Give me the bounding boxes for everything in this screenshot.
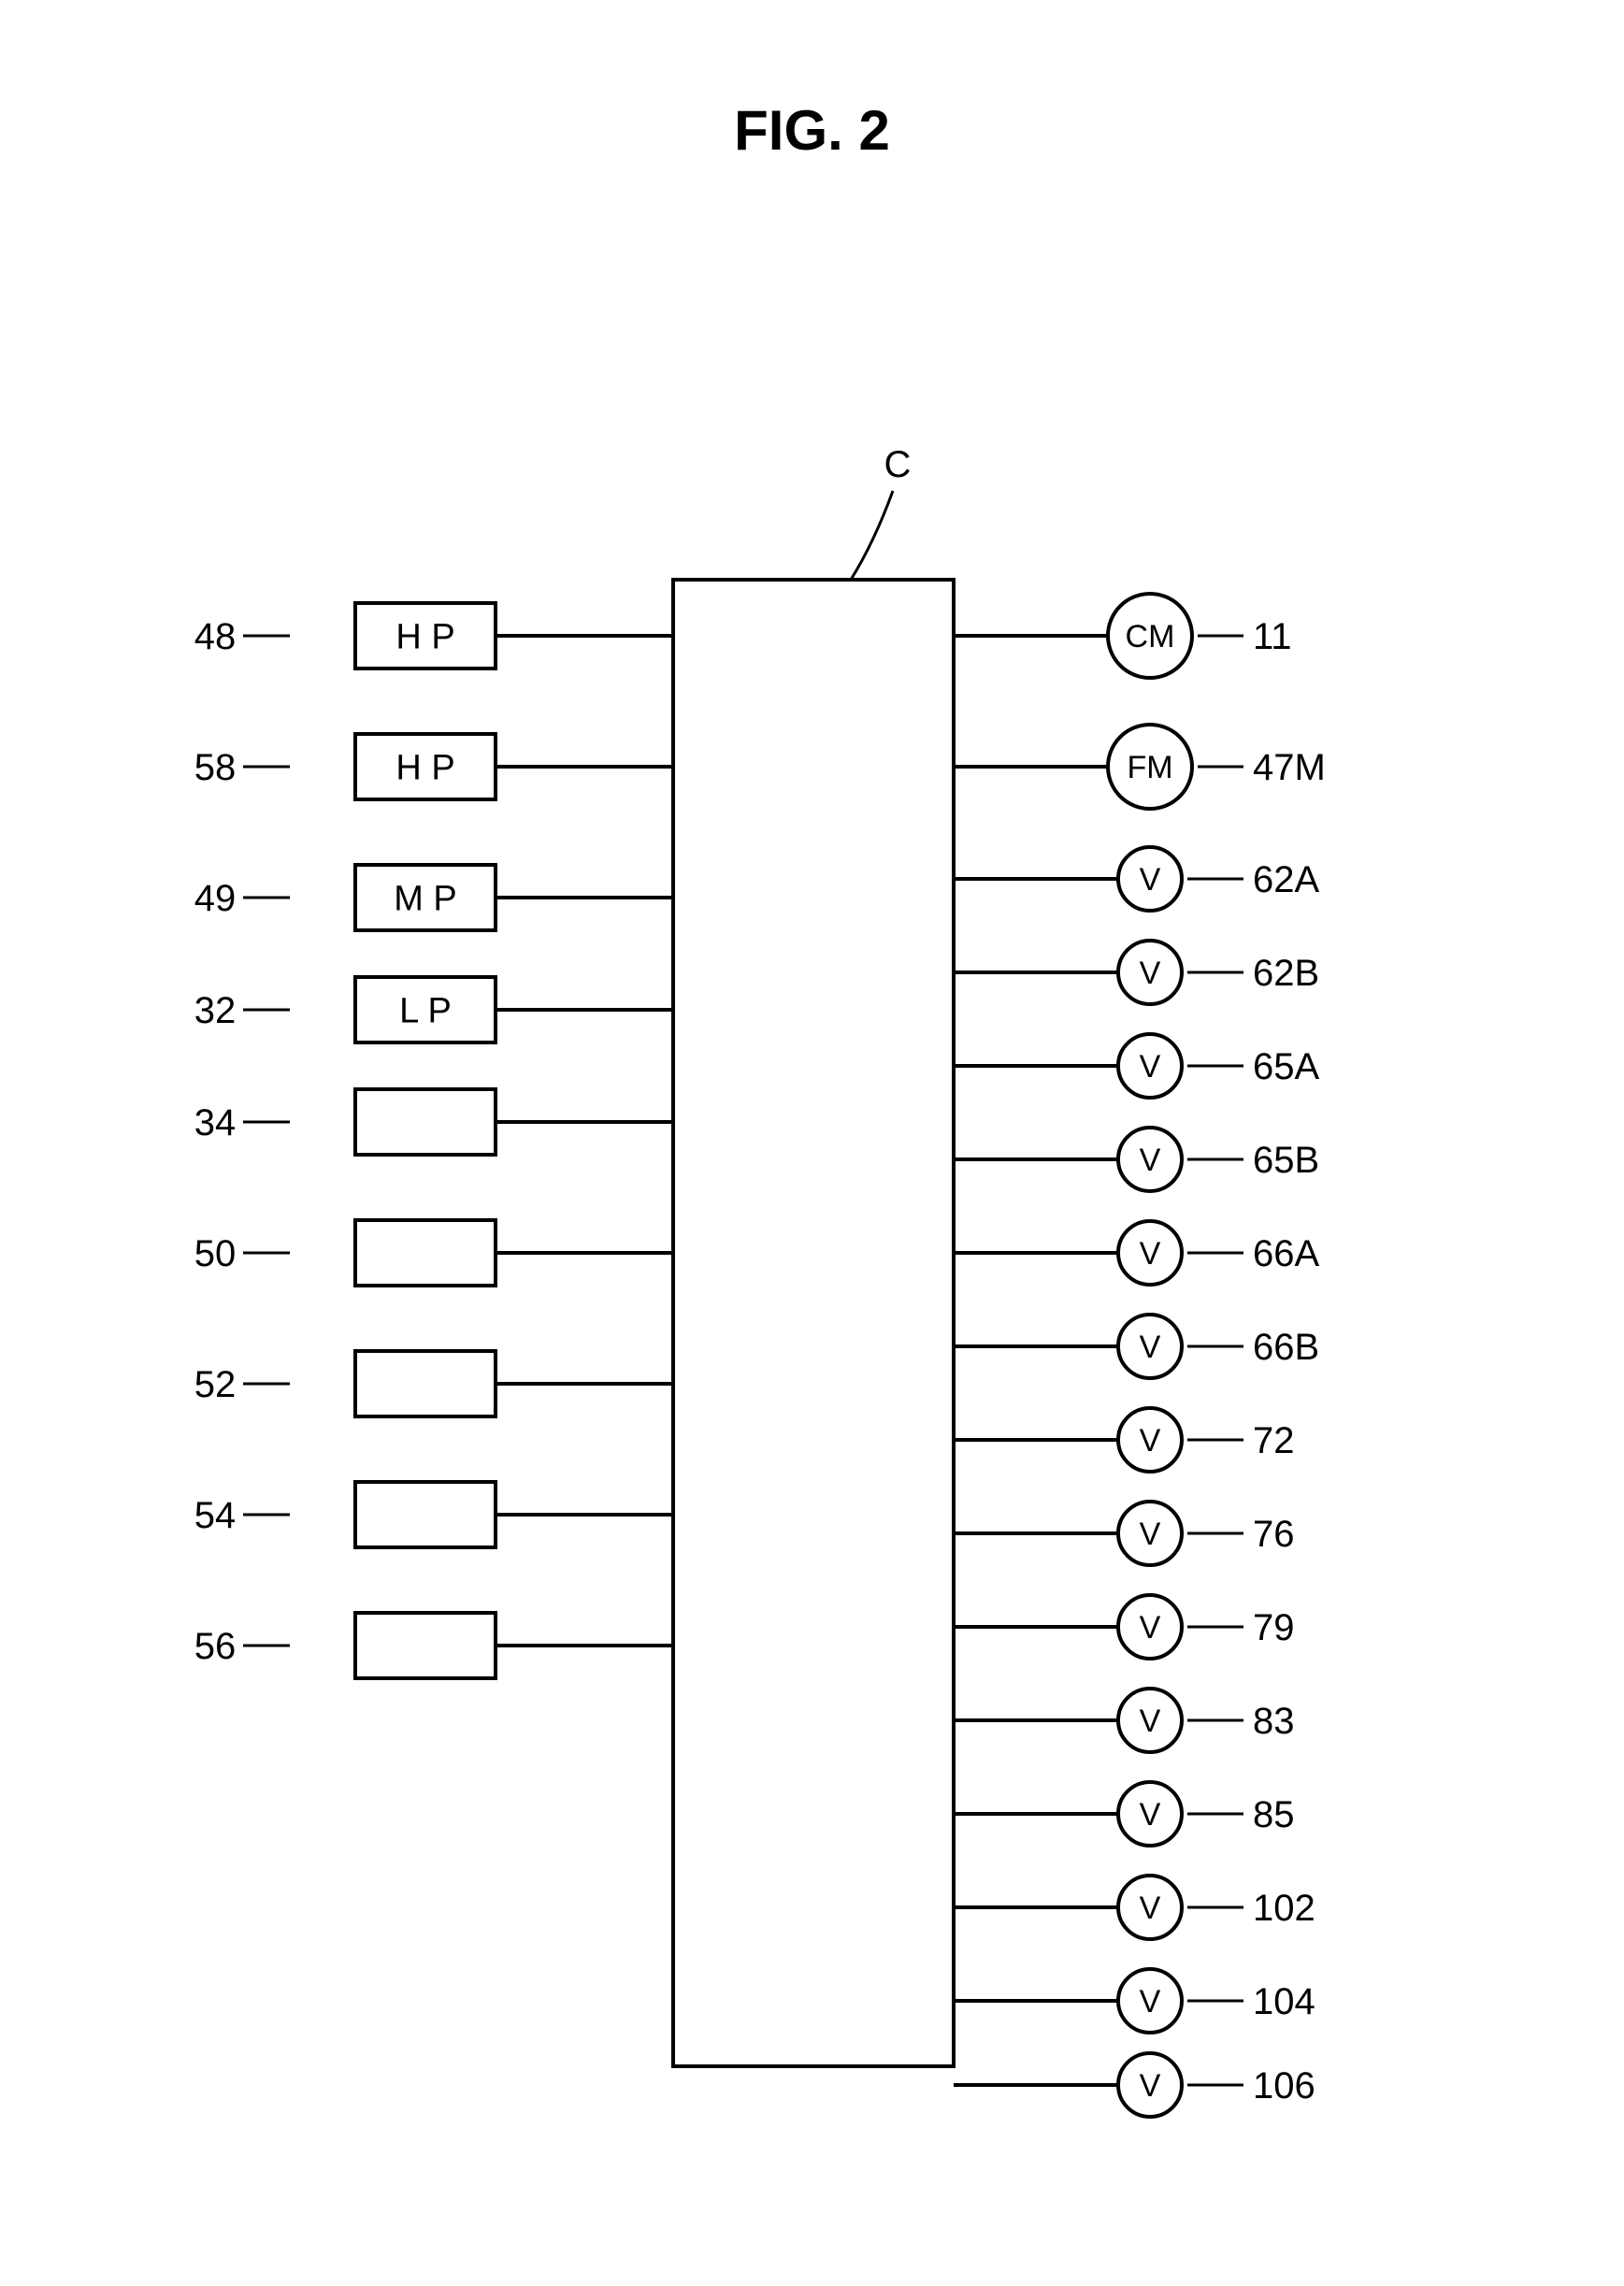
output-circle-text: V	[1140, 1517, 1161, 1552]
output-circle-text: V	[1140, 862, 1161, 898]
output-ref: 47M	[1253, 747, 1326, 788]
output-circle-text: V	[1140, 1797, 1161, 1833]
output-ref: 66B	[1253, 1327, 1319, 1368]
input-box-text: H P	[395, 617, 454, 656]
output-ref: 11	[1253, 616, 1292, 657]
output-ref: 76	[1253, 1514, 1295, 1555]
input-ref: 32	[194, 990, 237, 1031]
output-circle-text: CM	[1126, 619, 1175, 654]
input-ref: 56	[194, 1626, 237, 1667]
output-ref: 85	[1253, 1794, 1295, 1835]
figure-title: FIG. 2	[734, 99, 890, 162]
output-ref: 102	[1253, 1888, 1315, 1929]
input-ref: 34	[194, 1102, 237, 1143]
output-circle-text: V	[1140, 1143, 1161, 1178]
output-ref: 65B	[1253, 1140, 1319, 1181]
output-ref: 104	[1253, 1981, 1315, 2022]
output-ref: 62A	[1253, 859, 1319, 900]
output-ref: 66A	[1253, 1233, 1319, 1274]
output-circle-text: V	[1140, 1049, 1161, 1085]
input-ref: 52	[194, 1364, 237, 1405]
output-ref: 72	[1253, 1420, 1295, 1461]
output-circle-text: V	[1140, 1330, 1161, 1365]
input-box-text: L P	[399, 991, 452, 1030]
input-ref: 58	[194, 747, 237, 788]
output-circle-text: V	[1140, 956, 1161, 991]
output-circle-text: V	[1140, 1423, 1161, 1459]
input-ref: 48	[194, 616, 237, 657]
controller-label: C	[884, 444, 912, 485]
output-ref: 106	[1253, 2065, 1315, 2106]
input-ref: 50	[194, 1233, 237, 1274]
output-ref: 83	[1253, 1701, 1295, 1742]
output-circle-text: FM	[1127, 750, 1172, 785]
output-circle-text: V	[1140, 2068, 1161, 2104]
output-ref: 62B	[1253, 953, 1319, 994]
output-ref: 65A	[1253, 1046, 1319, 1087]
output-circle-text: V	[1140, 1704, 1161, 1739]
input-ref: 49	[194, 878, 237, 919]
output-circle-text: V	[1140, 1236, 1161, 1272]
input-ref: 54	[194, 1495, 237, 1536]
input-box-text: H P	[395, 748, 454, 787]
input-box-text: M P	[394, 879, 457, 918]
output-ref: 79	[1253, 1607, 1295, 1648]
output-circle-text: V	[1140, 1610, 1161, 1646]
output-circle-text: V	[1140, 1891, 1161, 1926]
output-circle-text: V	[1140, 1984, 1161, 2020]
background	[0, 0, 1624, 2286]
